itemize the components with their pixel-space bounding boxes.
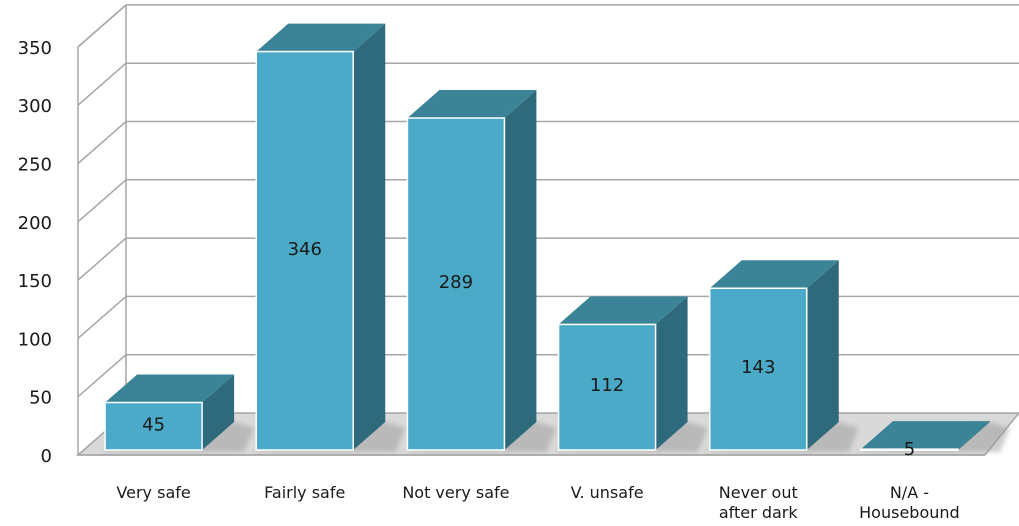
bar-side (353, 23, 386, 451)
y-tick-label: 100 (18, 329, 52, 350)
bar-top (407, 90, 537, 119)
bar: 5 (854, 421, 1010, 460)
bar-side (655, 296, 688, 450)
bar: 143 (703, 260, 859, 452)
bar-top (558, 296, 688, 325)
bar: 289 (401, 90, 557, 452)
data-label: 5 (904, 439, 915, 460)
x-category-label: Very safe (116, 483, 190, 502)
bar-side (806, 260, 839, 450)
wall-gridline (77, 4, 127, 48)
bar-top (105, 374, 235, 403)
data-label: 346 (288, 239, 322, 260)
wall-gridline (77, 179, 127, 223)
bar-side (504, 90, 537, 450)
data-label: 112 (590, 375, 624, 396)
y-axis-ticks: 0 50 100 150 200 250 300 350 (18, 38, 52, 467)
x-category-label: N/A -Housebound (859, 483, 960, 522)
wall-gridline (77, 354, 127, 398)
data-label: 143 (741, 357, 775, 378)
data-label: 45 (142, 414, 165, 435)
wall-gridline (77, 62, 127, 106)
wall-gridline (77, 120, 127, 165)
data-label: 289 (439, 272, 473, 293)
bar-top (860, 421, 990, 450)
bar-side (957, 421, 990, 450)
y-tick-label: 350 (18, 38, 52, 59)
wall-gridline (77, 237, 127, 281)
y-tick-label: 150 (18, 271, 52, 292)
y-tick-label: 200 (18, 213, 52, 234)
bar-front (104, 401, 203, 451)
bar-front (406, 117, 506, 451)
bar-top (709, 260, 839, 289)
x-axis-categories: Very safe Fairly safe Not very safe V. unsa… (116, 483, 959, 522)
x-category-label: Not very safe (402, 483, 509, 502)
bar-side (202, 374, 235, 450)
x-category-label: Fairly safe (264, 483, 345, 502)
bar-front (557, 323, 657, 451)
y-tick-label: 300 (18, 96, 52, 117)
chart-bars: 45 346 289 112 143 5 (99, 23, 1010, 460)
y-tick-label: 50 (29, 388, 52, 409)
wall-gridline (77, 295, 127, 339)
y-tick-label: 0 (41, 446, 52, 467)
bar-top (256, 23, 386, 52)
bar: 45 (99, 374, 255, 452)
x-category-label: V. unsafe (571, 483, 644, 502)
bar-front (255, 50, 354, 451)
bar: 346 (250, 23, 406, 452)
bar-front (860, 448, 959, 451)
bar-front (709, 287, 808, 451)
y-tick-label: 250 (18, 155, 52, 176)
x-category-label: Never out after dark (719, 483, 799, 522)
bar: 112 (552, 296, 708, 452)
